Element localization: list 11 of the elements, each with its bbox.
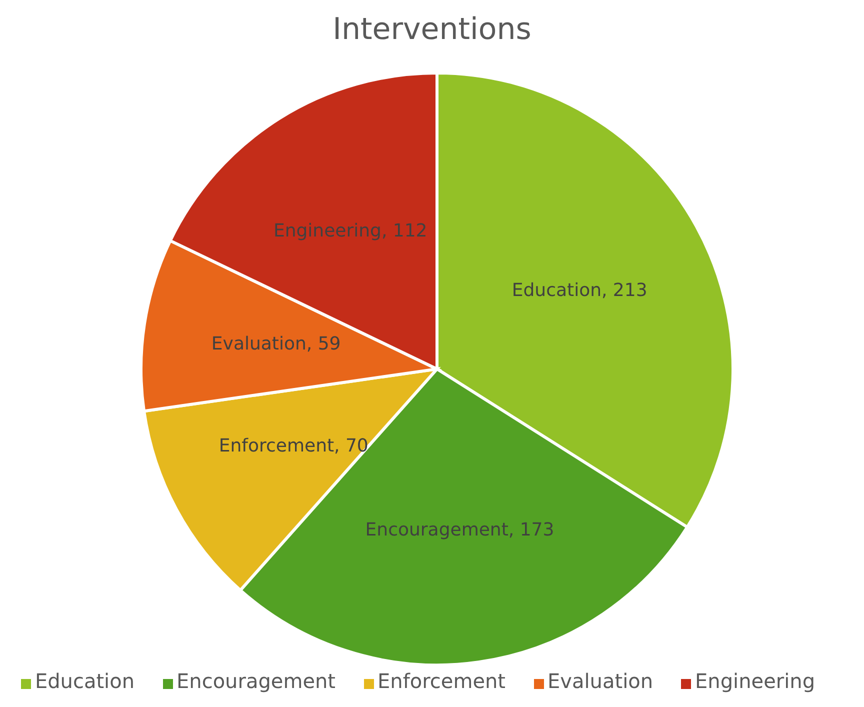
legend-label: Encouragement	[176, 669, 336, 693]
legend-label: Engineering	[695, 669, 816, 693]
data-label: Evaluation, 59	[211, 334, 341, 355]
data-label: Encouragement, 173	[365, 520, 554, 541]
chart-title: Interventions	[332, 11, 532, 49]
data-label: Engineering, 112	[273, 220, 428, 242]
legend-label: Education	[34, 669, 135, 693]
data-label: Education, 213	[512, 280, 648, 301]
legend-label: Evaluation	[548, 669, 654, 693]
data-label: Enforcement, 70	[218, 436, 368, 457]
legend-label: Enforcement	[378, 669, 506, 693]
